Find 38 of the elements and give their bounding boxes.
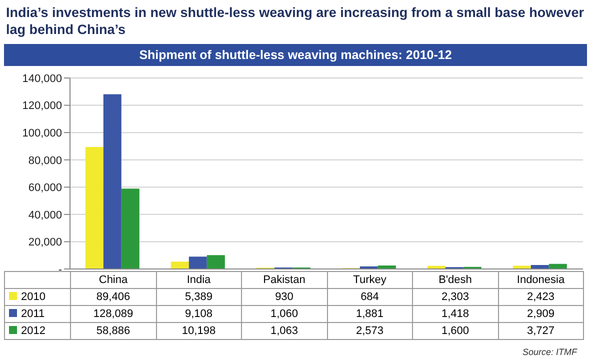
data-label: 1,881 (327, 306, 412, 322)
data-label: 3,727 (498, 322, 584, 340)
y-tick-label: - (58, 264, 62, 276)
x-tick-label: Indonesia (498, 272, 584, 288)
data-label: 9,108 (156, 306, 242, 322)
data-label: 10,198 (156, 322, 242, 340)
chart-title: India’s investments in new shuttle-less weaving are increasing from a small base however lag behind China’s (5, 4, 585, 39)
data-label: 1,600 (412, 322, 498, 340)
x-tick-label: India (156, 272, 242, 288)
chart-subtitle: Shipment of shuttle-less weaving machines: 2010-12 (4, 44, 587, 66)
data-label: 930 (242, 288, 327, 306)
y-tick-label: 60,000 (28, 182, 62, 194)
legend-label: 2010 (4, 288, 70, 306)
data-label: 89,406 (70, 288, 156, 306)
y-tick-label: 40,000 (28, 209, 62, 222)
data-label: 2,423 (498, 288, 584, 306)
data-label: 1,063 (242, 322, 327, 340)
y-tick-label: 80,000 (28, 154, 62, 167)
y-tick-label: 140,000 (22, 72, 62, 85)
x-tick-label: China (70, 272, 156, 288)
x-tick-label: B'desh (412, 272, 498, 288)
data-label: 128,089 (70, 306, 156, 322)
data-label: 2,909 (498, 306, 584, 322)
legend-label: 2012 (4, 322, 70, 340)
data-label: 2,573 (327, 322, 412, 340)
legend-label: 2011 (4, 306, 70, 322)
data-label: 1,418 (412, 306, 498, 322)
y-tick-label: 100,000 (22, 127, 62, 140)
data-label: 684 (327, 288, 412, 306)
source-note: Source: ITMF (522, 347, 577, 357)
data-label: 5,389 (156, 288, 242, 306)
y-tick-label: 120,000 (22, 100, 62, 112)
data-label: 58,886 (70, 322, 156, 340)
data-label: 1,060 (242, 306, 327, 322)
x-tick-label: Turkey (327, 272, 412, 288)
data-label: 2,303 (412, 288, 498, 306)
y-tick-label: 20,000 (28, 236, 62, 249)
x-tick-label: Pakistan (242, 272, 327, 288)
